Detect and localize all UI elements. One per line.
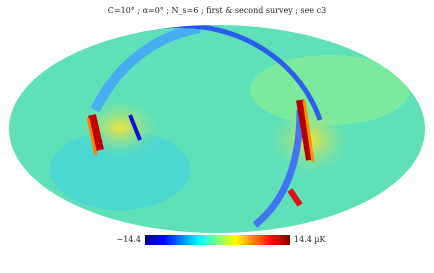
- colorbar-max-label: 14.4 µK: [294, 235, 327, 244]
- colorbar: [145, 235, 290, 245]
- colorbar-min-label: −14.4: [116, 235, 141, 244]
- map-title: C=10° ; α=0° ; N_s=6 ; first & second su…: [108, 6, 326, 15]
